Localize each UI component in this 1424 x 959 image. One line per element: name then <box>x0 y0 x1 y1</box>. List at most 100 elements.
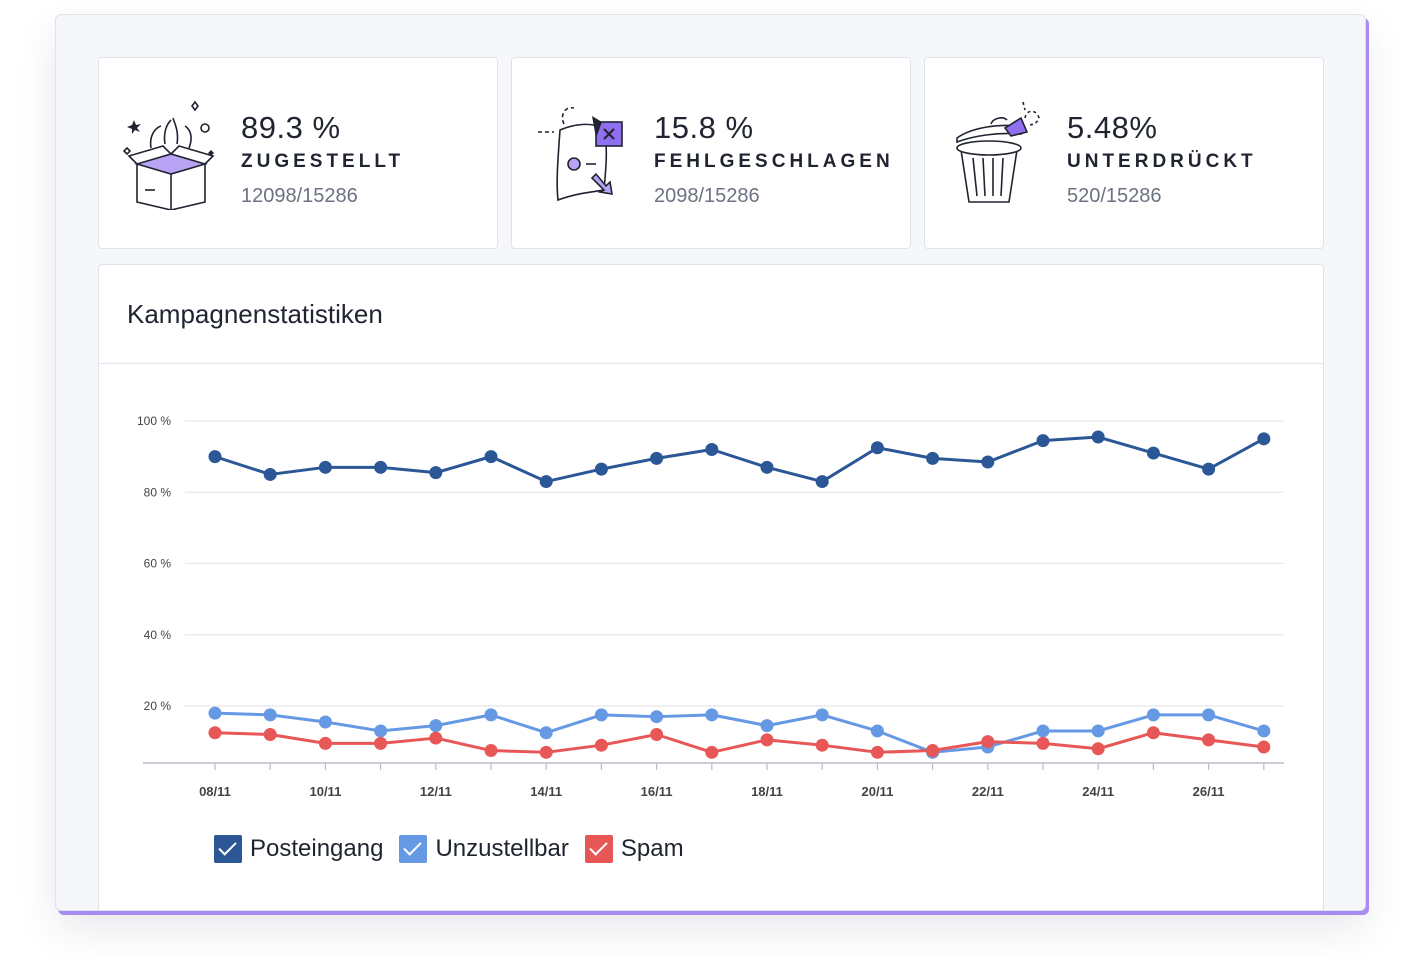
x-tick-label: 10/11 <box>309 784 341 799</box>
delivered-percent: 89.3 % <box>241 110 341 145</box>
x-tick-label: 16/11 <box>641 784 673 799</box>
data-point-posteingang[interactable] <box>705 443 719 456</box>
y-tick-label: 40 % <box>144 628 172 642</box>
data-point-posteingang[interactable] <box>760 460 774 474</box>
suppressed-percent: 5.48% <box>1067 110 1158 145</box>
data-point-spam[interactable] <box>263 728 277 741</box>
failed-mail-icon <box>538 106 623 202</box>
data-point-spam[interactable] <box>594 738 608 752</box>
data-point-posteingang[interactable] <box>1202 462 1216 476</box>
data-point-posteingang[interactable] <box>484 450 498 464</box>
legend-item-unzustellbar[interactable]: Unzustellbar <box>399 835 569 863</box>
chart-divider <box>99 363 1323 364</box>
data-point-spam[interactable] <box>1036 736 1050 750</box>
data-point-posteingang[interactable] <box>1036 434 1050 448</box>
data-point-spam[interactable] <box>539 745 553 759</box>
data-point-unzustellbar[interactable] <box>1257 724 1271 738</box>
data-point-spam[interactable] <box>705 745 719 759</box>
checkbox-checked-icon[interactable] <box>399 835 428 863</box>
y-tick-label: 60 % <box>144 557 172 571</box>
data-point-posteingang[interactable] <box>594 462 608 476</box>
x-tick-label: 24/11 <box>1082 784 1114 799</box>
data-point-unzustellbar[interactable] <box>815 708 829 722</box>
data-point-posteingang[interactable] <box>926 451 940 465</box>
chart-legend: Posteingang Unzustellbar Spam <box>214 835 684 863</box>
campaign-stats-card: Kampagnenstatistiken 20 % 40 % 60 % 80 % 100… <box>98 264 1324 910</box>
series-line-spam <box>214 731 1264 754</box>
data-point-spam[interactable] <box>650 728 664 741</box>
data-point-spam[interactable] <box>1257 740 1271 754</box>
x-tick-label: 26/11 <box>1193 784 1225 799</box>
data-point-posteingang[interactable] <box>650 451 664 465</box>
y-tick-label: 80 % <box>144 485 172 499</box>
legend-item-posteingang[interactable]: Posteingang <box>214 835 383 863</box>
delivered-fraction: 12098/15286 <box>241 185 358 207</box>
data-point-spam[interactable] <box>981 735 995 749</box>
x-tick-label: 20/11 <box>861 784 893 799</box>
data-point-posteingang[interactable] <box>1146 446 1160 460</box>
data-point-posteingang[interactable] <box>981 455 995 469</box>
data-point-spam[interactable] <box>1091 742 1105 756</box>
x-tick-label: 08/11 <box>199 784 231 799</box>
data-point-unzustellbar[interactable] <box>650 710 664 724</box>
data-point-unzustellbar[interactable] <box>1091 724 1105 738</box>
data-point-posteingang[interactable] <box>1091 430 1105 444</box>
data-point-spam[interactable] <box>429 731 443 745</box>
trash-can-icon <box>956 101 1040 203</box>
x-tick-label: 12/11 <box>420 784 452 799</box>
data-point-posteingang[interactable] <box>208 450 222 464</box>
data-point-unzustellbar[interactable] <box>539 726 553 740</box>
stat-card-delivered: 89.3 % ZUGESTELLT 12098/15286 <box>98 57 498 249</box>
data-point-spam[interactable] <box>1202 733 1216 747</box>
checkbox-checked-icon[interactable] <box>584 835 613 863</box>
data-point-unzustellbar[interactable] <box>429 719 443 733</box>
data-point-spam[interactable] <box>318 736 332 750</box>
line-chart: 20 % 40 % 60 % 80 % 100 % 08/11 10/11 12/11 14/1… <box>137 414 1284 799</box>
gift-box-icon <box>122 100 215 210</box>
data-point-unzustellbar[interactable] <box>594 708 608 722</box>
data-point-unzustellbar[interactable] <box>1202 708 1216 722</box>
data-point-spam[interactable] <box>374 736 388 750</box>
data-point-posteingang[interactable] <box>263 467 277 481</box>
data-point-spam[interactable] <box>815 738 829 752</box>
data-point-spam[interactable] <box>1146 726 1160 740</box>
x-tick-label: 14/11 <box>530 784 562 799</box>
data-point-unzustellbar[interactable] <box>484 708 498 722</box>
stat-card-failed: 15.8 % FEHLGESCHLAGEN 2098/15286 <box>511 57 911 249</box>
data-point-spam[interactable] <box>484 744 498 758</box>
failed-percent: 15.8 % <box>654 110 754 145</box>
data-point-unzustellbar[interactable] <box>208 706 222 720</box>
chart-title: Kampagnenstatistiken <box>127 299 383 329</box>
delivered-label: ZUGESTELLT <box>241 151 405 172</box>
data-point-spam[interactable] <box>926 744 940 758</box>
data-point-posteingang[interactable] <box>815 475 829 489</box>
suppressed-fraction: 520/15286 <box>1067 185 1162 207</box>
data-point-unzustellbar[interactable] <box>760 719 774 733</box>
data-point-posteingang[interactable] <box>374 460 388 474</box>
data-point-posteingang[interactable] <box>539 475 553 489</box>
legend-label: Posteingang <box>250 835 384 862</box>
data-point-posteingang[interactable] <box>1257 432 1271 446</box>
data-point-unzustellbar[interactable] <box>1036 724 1050 738</box>
x-tick-label: 22/11 <box>972 784 1004 799</box>
data-point-spam[interactable] <box>208 726 222 740</box>
data-point-posteingang[interactable] <box>318 460 332 474</box>
stat-card-suppressed: 5.48% UNTERDRÜCKT 520/15286 <box>924 57 1324 249</box>
data-point-spam[interactable] <box>870 745 884 759</box>
legend-item-spam[interactable]: Spam <box>584 835 684 863</box>
dashboard-frame: 89.3 % ZUGESTELLT 12098/15286 15.8 % FEH… <box>55 14 1366 911</box>
series-line-unzustellbar <box>214 711 1265 754</box>
data-point-unzustellbar[interactable] <box>1146 708 1160 722</box>
data-point-unzustellbar[interactable] <box>705 708 719 722</box>
data-point-unzustellbar[interactable] <box>374 724 388 738</box>
checkbox-checked-icon[interactable] <box>214 835 242 863</box>
failed-label: FEHLGESCHLAGEN <box>654 151 894 172</box>
data-point-unzustellbar[interactable] <box>263 708 277 722</box>
data-point-posteingang[interactable] <box>429 466 443 480</box>
data-point-unzustellbar[interactable] <box>318 715 332 729</box>
data-point-unzustellbar[interactable] <box>870 724 884 738</box>
data-point-posteingang[interactable] <box>870 441 884 455</box>
x-tick-label: 18/11 <box>751 784 783 799</box>
data-point-spam[interactable] <box>760 733 774 747</box>
y-tick-label: 100 % <box>137 414 171 428</box>
